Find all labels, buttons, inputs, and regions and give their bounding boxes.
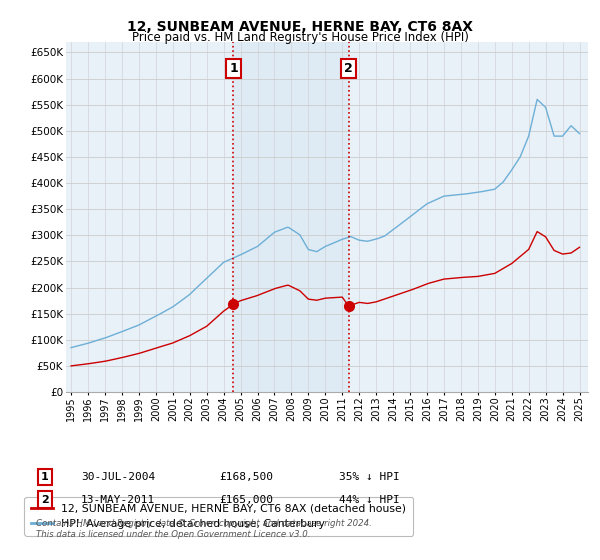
Text: 1: 1 [229, 62, 238, 74]
Text: 13-MAY-2011: 13-MAY-2011 [81, 494, 155, 505]
Text: Price paid vs. HM Land Registry's House Price Index (HPI): Price paid vs. HM Land Registry's House … [131, 31, 469, 44]
Text: £168,500: £168,500 [219, 472, 273, 482]
Text: 12, SUNBEAM AVENUE, HERNE BAY, CT6 8AX: 12, SUNBEAM AVENUE, HERNE BAY, CT6 8AX [127, 20, 473, 34]
Text: 30-JUL-2004: 30-JUL-2004 [81, 472, 155, 482]
Bar [233, 42, 349, 392]
Text: 44% ↓ HPI: 44% ↓ HPI [339, 494, 400, 505]
Text: 35% ↓ HPI: 35% ↓ HPI [339, 472, 400, 482]
Text: 1: 1 [41, 472, 49, 482]
Text: Contains HM Land Registry data © Crown copyright and database right 2024.
This d: Contains HM Land Registry data © Crown c… [36, 520, 372, 539]
Text: 2: 2 [41, 494, 49, 505]
Text: 2: 2 [344, 62, 353, 74]
Text: £165,000: £165,000 [219, 494, 273, 505]
Legend: 12, SUNBEAM AVENUE, HERNE BAY, CT6 8AX (detached house), HPI: Average price, det: 12, SUNBEAM AVENUE, HERNE BAY, CT6 8AX (… [25, 497, 413, 535]
